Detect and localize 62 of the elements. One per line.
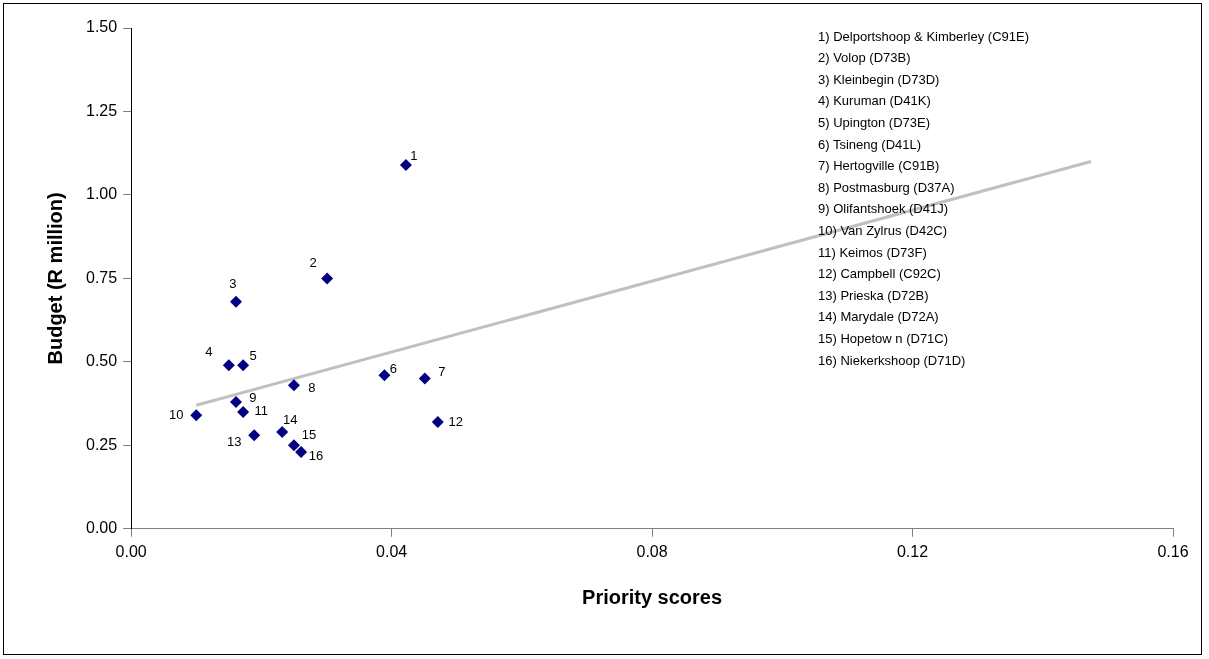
- annotation: 9: [249, 389, 257, 405]
- point: [378, 369, 391, 382]
- annotation: 10) Van Zylrus (D42C): [818, 222, 948, 238]
- x-tick-label: 0.04: [376, 542, 408, 560]
- annotation: 15) Hopetow n (D71C): [818, 330, 949, 346]
- annotation: 6) Tsineng (D41L): [818, 136, 922, 152]
- annotation: 14) Marydale (D72A): [818, 309, 939, 325]
- annotation: 16: [308, 447, 324, 463]
- point: [229, 295, 242, 308]
- point: [237, 405, 250, 418]
- point: [287, 379, 300, 392]
- point: [248, 429, 261, 442]
- x-tick-label: 0.16: [1157, 542, 1189, 560]
- point: [190, 409, 203, 422]
- point: [431, 415, 444, 428]
- annotation: 7) Hertogville (C91B): [818, 158, 940, 174]
- y-tick-label: 1.50: [86, 18, 118, 36]
- annotation: 2) Volop (D73B): [818, 50, 911, 66]
- point: [321, 272, 334, 285]
- annotation: 10: [169, 406, 184, 422]
- y-tick-label: 1.00: [86, 185, 118, 203]
- annotation: 13) Prieska (D72B): [818, 287, 929, 303]
- annotation: 3: [229, 276, 237, 292]
- annotation: 6: [389, 360, 398, 376]
- point: [418, 372, 431, 385]
- point: [222, 359, 235, 372]
- annotation: 5) Upington (D73E): [818, 114, 930, 130]
- annotation: 15: [301, 426, 317, 442]
- y-tick-label: 1.25: [86, 101, 118, 119]
- point: [399, 158, 412, 171]
- annotation: 1: [410, 148, 418, 164]
- annotation: 3) Kleinbegin (D73D): [818, 71, 940, 87]
- annotation: 1) Delportshoop & Kimberley (C91E): [818, 28, 1029, 44]
- annotation: 13: [226, 433, 242, 449]
- point: [287, 439, 300, 452]
- annotation: 4: [205, 343, 213, 359]
- point: [276, 425, 289, 438]
- point: [237, 359, 250, 372]
- annotation: 12: [448, 413, 464, 429]
- annotation: 2: [309, 254, 317, 270]
- y-tick-label: 0.50: [86, 352, 118, 370]
- x-axis-title: Priority scores: [582, 585, 723, 608]
- annotation: 9) Olifantshoek (D41J): [818, 201, 949, 217]
- annotation: 11: [254, 402, 268, 418]
- annotation: 16) Niekerkshoop (D71D): [818, 352, 966, 368]
- point: [229, 395, 242, 408]
- point: [295, 446, 308, 459]
- annotation: 11) Keimos (D73F): [818, 244, 927, 260]
- annotation: 12) Campbell (C92C): [818, 266, 941, 282]
- x-tick-label: 0.00: [115, 542, 147, 560]
- y-tick-label: 0.25: [86, 435, 118, 453]
- y-tick-label: 0.75: [86, 268, 118, 286]
- x-tick-label: 0.12: [896, 542, 929, 560]
- x-tick-label: 0.08: [636, 542, 668, 560]
- annotation: 14: [282, 411, 298, 427]
- annotation: 8) Postmasburg (D37A): [818, 179, 955, 195]
- y-tick-label: 0.00: [86, 519, 118, 537]
- annotation: 5: [249, 347, 257, 363]
- y-axis-title: Budget (R million): [43, 192, 66, 365]
- annotation: 4) Kuruman (D41K): [818, 93, 931, 109]
- annotation: 8: [308, 379, 316, 395]
- annotation: 7: [438, 364, 446, 380]
